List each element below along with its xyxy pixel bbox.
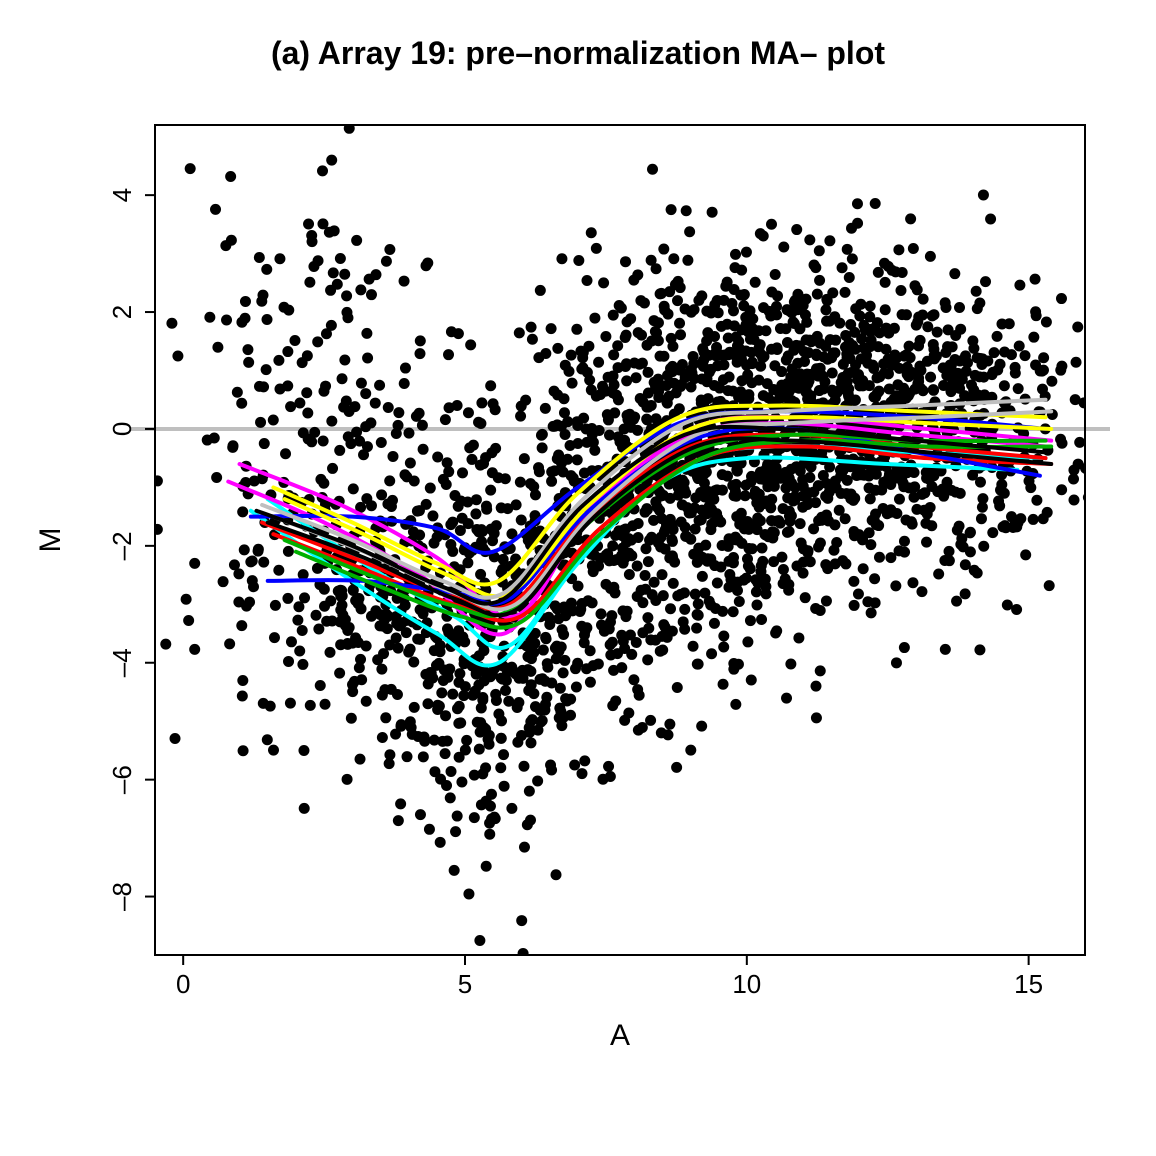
svg-text:15: 15: [1014, 969, 1043, 999]
svg-text:2: 2: [107, 305, 137, 319]
svg-text:–6: –6: [107, 765, 137, 794]
svg-text:4: 4: [107, 188, 137, 202]
svg-text:M: M: [34, 528, 67, 553]
ma-plot: 0 5 10 15 –8 –6 –4 –2 0 2 4 A M: [0, 0, 1156, 1156]
svg-text:0: 0: [107, 422, 137, 436]
svg-text:–2: –2: [107, 531, 137, 560]
svg-text:A: A: [610, 1019, 630, 1052]
svg-text:–4: –4: [107, 648, 137, 677]
svg-text:0: 0: [176, 969, 190, 999]
chart-container: (a) Array 19: pre–normalization MA– plot…: [0, 0, 1156, 1156]
svg-text:5: 5: [458, 969, 472, 999]
svg-text:10: 10: [732, 969, 761, 999]
svg-text:–8: –8: [107, 882, 137, 911]
